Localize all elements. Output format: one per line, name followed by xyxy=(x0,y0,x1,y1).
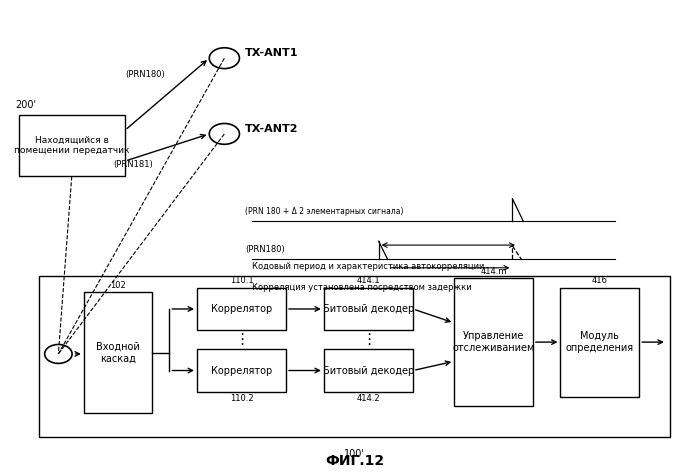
FancyBboxPatch shape xyxy=(39,276,670,437)
Text: 110.2: 110.2 xyxy=(230,394,253,403)
Text: Коррелятор: Коррелятор xyxy=(211,304,272,314)
FancyBboxPatch shape xyxy=(561,288,640,397)
Text: TX-ANT2: TX-ANT2 xyxy=(245,124,298,134)
Text: 416: 416 xyxy=(592,277,608,285)
Text: 110.1: 110.1 xyxy=(230,277,253,285)
Text: Кодовый период и характеристика автокорреляции: Кодовый период и характеристика автокорр… xyxy=(252,262,484,271)
Text: ФИГ.12: ФИГ.12 xyxy=(325,454,384,467)
Text: 200': 200' xyxy=(15,100,36,110)
Text: Битовый декодер: Битовый декодер xyxy=(323,304,414,314)
Text: 414.2: 414.2 xyxy=(356,394,380,403)
Text: 100': 100' xyxy=(344,448,365,458)
FancyBboxPatch shape xyxy=(197,288,286,330)
FancyBboxPatch shape xyxy=(84,292,152,413)
Text: ⋮: ⋮ xyxy=(361,332,376,347)
Text: Входной
каскад: Входной каскад xyxy=(96,342,140,364)
Text: Управление
отслеживанием: Управление отслеживанием xyxy=(452,331,535,353)
Text: Корреляция установлена посредством задержки: Корреляция установлена посредством задер… xyxy=(252,283,471,292)
Text: TX-ANT1: TX-ANT1 xyxy=(245,49,298,59)
Text: ⋮: ⋮ xyxy=(234,332,249,347)
Text: Коррелятор: Коррелятор xyxy=(211,366,272,376)
Text: 102: 102 xyxy=(110,281,126,290)
Text: Битовый декодер: Битовый декодер xyxy=(323,366,414,376)
Text: 414.1: 414.1 xyxy=(356,277,380,285)
FancyBboxPatch shape xyxy=(454,278,533,406)
Text: (PRN181): (PRN181) xyxy=(113,160,153,169)
FancyBboxPatch shape xyxy=(19,115,125,177)
Text: (PRN180): (PRN180) xyxy=(245,245,284,254)
Text: (PRN180): (PRN180) xyxy=(125,70,165,79)
FancyBboxPatch shape xyxy=(197,349,286,392)
FancyBboxPatch shape xyxy=(324,288,413,330)
FancyBboxPatch shape xyxy=(324,349,413,392)
Text: (PRN 180 + Δ 2 элементарных сигнала): (PRN 180 + Δ 2 элементарных сигнала) xyxy=(245,207,403,216)
Text: Модуль
определения: Модуль определения xyxy=(565,331,634,353)
Text: 414.m: 414.m xyxy=(480,267,507,276)
Text: Находящийся в
помещении передатчик: Находящийся в помещении передатчик xyxy=(14,136,129,156)
